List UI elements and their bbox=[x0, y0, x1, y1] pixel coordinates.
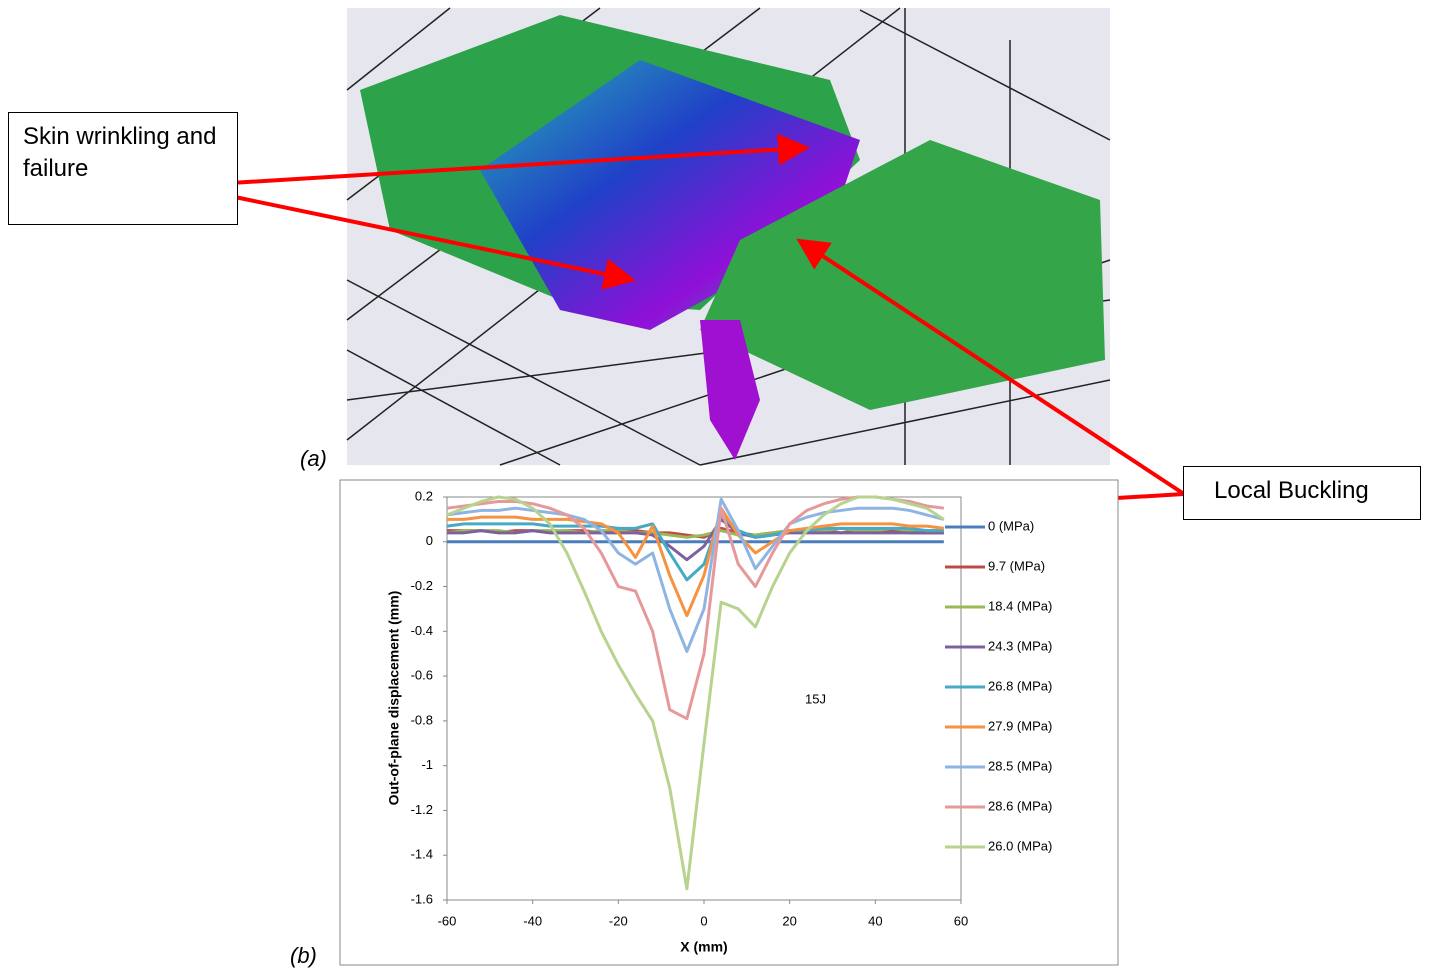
data-line bbox=[447, 506, 945, 618]
x-tick-label: -20 bbox=[609, 913, 628, 928]
surface-image bbox=[346, 7, 1111, 466]
legend-label: 26.8 (MPa) bbox=[988, 678, 1052, 693]
y-tick-label: 0 bbox=[426, 533, 433, 548]
legend-label: 9.7 (MPa) bbox=[988, 558, 1045, 573]
x-tick-label: 20 bbox=[782, 913, 796, 928]
y-tick-label: -0.4 bbox=[411, 623, 433, 638]
legend-label: 28.5 (MPa) bbox=[988, 758, 1052, 773]
panel-label: (b) bbox=[290, 943, 317, 968]
legend-label: 0 (MPa) bbox=[988, 518, 1034, 533]
data-line bbox=[446, 495, 945, 891]
x-tick-label: -60 bbox=[438, 913, 457, 928]
y-tick-label: -0.6 bbox=[411, 668, 433, 683]
legend-label: 18.4 (MPa) bbox=[988, 598, 1052, 613]
data-line bbox=[446, 513, 944, 582]
callout-box: Local Buckling bbox=[1183, 466, 1421, 520]
x-tick-label: 60 bbox=[954, 913, 968, 928]
y-tick-label: -1.4 bbox=[411, 847, 433, 862]
y-tick-label: -1.2 bbox=[411, 802, 433, 817]
legend-label: 26.0 (MPa) bbox=[988, 838, 1052, 853]
panel-label: (a) bbox=[300, 446, 327, 471]
legend-label: 28.6 (MPa) bbox=[988, 798, 1052, 813]
data-line bbox=[447, 517, 944, 562]
y-tick-label: -1 bbox=[421, 757, 433, 772]
x-tick-label: 40 bbox=[868, 913, 882, 928]
load-annotation: 15J bbox=[805, 691, 826, 706]
y-tick-label: 0.2 bbox=[415, 488, 433, 503]
x-tick-label: 0 bbox=[700, 913, 707, 928]
chart-frame bbox=[339, 479, 1119, 966]
y-tick-label: -0.2 bbox=[411, 578, 433, 593]
callout-box: Skin wrinkling and failure bbox=[8, 112, 238, 225]
legend-label: 24.3 (MPa) bbox=[988, 638, 1052, 653]
x-axis-label: X (mm) bbox=[680, 939, 727, 955]
y-axis-label: Out-of-plane displacement (mm) bbox=[386, 591, 402, 806]
data-line bbox=[446, 497, 945, 653]
y-tick-label: -0.8 bbox=[411, 712, 433, 727]
legend-label: 27.9 (MPa) bbox=[988, 718, 1052, 733]
x-tick-label: -40 bbox=[523, 913, 542, 928]
y-tick-label: -1.6 bbox=[411, 891, 433, 906]
